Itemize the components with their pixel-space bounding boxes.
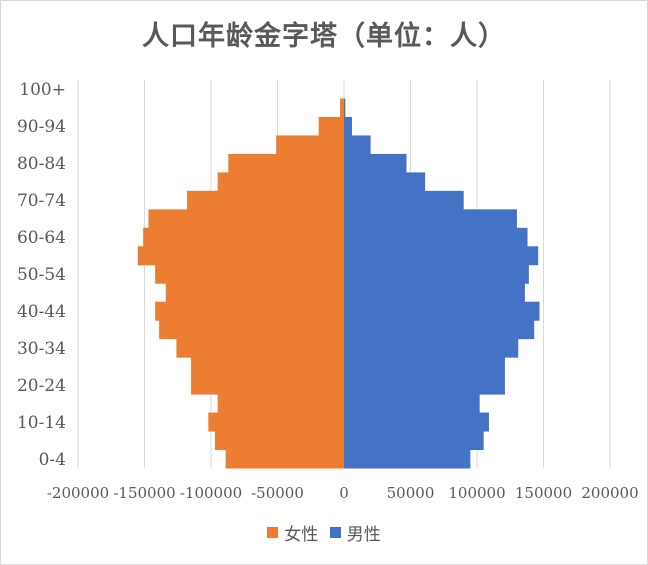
male-bar-60-64[interactable] (344, 227, 528, 247)
x-tick-4: 0 (339, 484, 349, 502)
female-bar-95-99[interactable] (340, 98, 344, 118)
male-bar-25-29[interactable] (344, 357, 505, 377)
y-tick-90-94: 90-94 (17, 117, 66, 137)
bars (137, 98, 540, 469)
y-tick-60-64: 60-64 (17, 228, 66, 248)
x-tick-8: 200000 (581, 484, 638, 502)
female-bar-20-24[interactable] (191, 375, 344, 395)
female-bar-40-44[interactable] (155, 301, 344, 321)
y-tick-80-84: 80-84 (17, 154, 66, 174)
y-tick-labels: 0-4 10-14 20-24 30-34 40-44 50-54 60-64 70-74 80… (17, 80, 66, 470)
y-tick-40-44: 40-44 (17, 302, 66, 322)
male-bar-20-24[interactable] (344, 375, 505, 395)
y-tick-10-14: 10-14 (17, 413, 66, 433)
male-bar-30-34[interactable] (344, 338, 519, 358)
x-tick-6: 100000 (448, 484, 505, 502)
male-bar-0-4[interactable] (344, 449, 471, 469)
legend-item-female[interactable]: 女性 (267, 520, 318, 545)
y-tick-0-4: 0-4 (39, 450, 66, 470)
x-tick-3: -50000 (251, 484, 304, 502)
female-bar-60-64[interactable] (143, 227, 344, 247)
female-bar-75-79[interactable] (217, 172, 344, 192)
male-bar-40-44[interactable] (344, 301, 540, 321)
chart-title: 人口年龄金字塔（单位：人） (142, 21, 506, 52)
legend-item-male[interactable]: 男性 (329, 520, 381, 545)
legend-label-male: 男性 (346, 525, 381, 545)
male-bar-85-89[interactable] (344, 135, 371, 155)
y-tick-20-24: 20-24 (17, 376, 66, 396)
female-bar-80-84[interactable] (228, 153, 344, 173)
male-bar-35-39[interactable] (344, 320, 535, 340)
female-bar-5-9[interactable] (214, 431, 344, 451)
x-tick-5: 50000 (387, 484, 435, 502)
y-tick-50-54: 50-54 (17, 265, 66, 285)
legend: 女性 男性 (0, 520, 648, 545)
male-bar-5-9[interactable] (344, 431, 484, 451)
female-bar-55-59[interactable] (137, 246, 344, 266)
x-tick-0: -200000 (47, 484, 109, 502)
female-bar-0-4[interactable] (225, 449, 344, 469)
female-bar-25-29[interactable] (191, 357, 344, 377)
x-tick-2: -100000 (180, 484, 242, 502)
male-bar-80-84[interactable] (344, 153, 407, 173)
male-bar-95-99[interactable] (344, 98, 346, 118)
male-bar-90-94[interactable] (344, 116, 352, 136)
y-tick-100+: 100+ (19, 80, 66, 100)
female-bar-65-69[interactable] (148, 209, 344, 229)
male-bar-75-79[interactable] (344, 172, 426, 192)
x-tick-1: -150000 (113, 484, 175, 502)
female-bar-50-54[interactable] (155, 264, 344, 284)
legend-swatch-male (329, 527, 341, 538)
x-tick-7: 150000 (515, 484, 572, 502)
male-bar-55-59[interactable] (344, 246, 539, 266)
female-bar-10-14[interactable] (208, 412, 344, 432)
legend-label-female: 女性 (284, 525, 319, 545)
female-bar-85-89[interactable] (276, 135, 344, 155)
female-bar-45-49[interactable] (165, 283, 344, 303)
female-bar-15-19[interactable] (217, 394, 344, 414)
male-bar-70-74[interactable] (344, 190, 464, 210)
female-bar-30-34[interactable] (176, 338, 344, 358)
legend-swatch-female (267, 527, 279, 538)
male-bar-50-54[interactable] (344, 264, 529, 284)
male-bar-45-49[interactable] (344, 283, 525, 303)
x-tick-labels: -200000 -150000 -100000 -50000 0 50000 100000 1… (47, 484, 639, 502)
y-tick-70-74: 70-74 (17, 191, 66, 211)
male-bar-10-14[interactable] (344, 412, 489, 432)
female-bar-35-39[interactable] (159, 320, 344, 340)
female-bar-90-94[interactable] (318, 116, 344, 136)
y-tick-30-34: 30-34 (17, 339, 66, 359)
female-bar-70-74[interactable] (187, 190, 344, 210)
male-bar-15-19[interactable] (344, 394, 480, 414)
male-bar-65-69[interactable] (344, 209, 517, 229)
